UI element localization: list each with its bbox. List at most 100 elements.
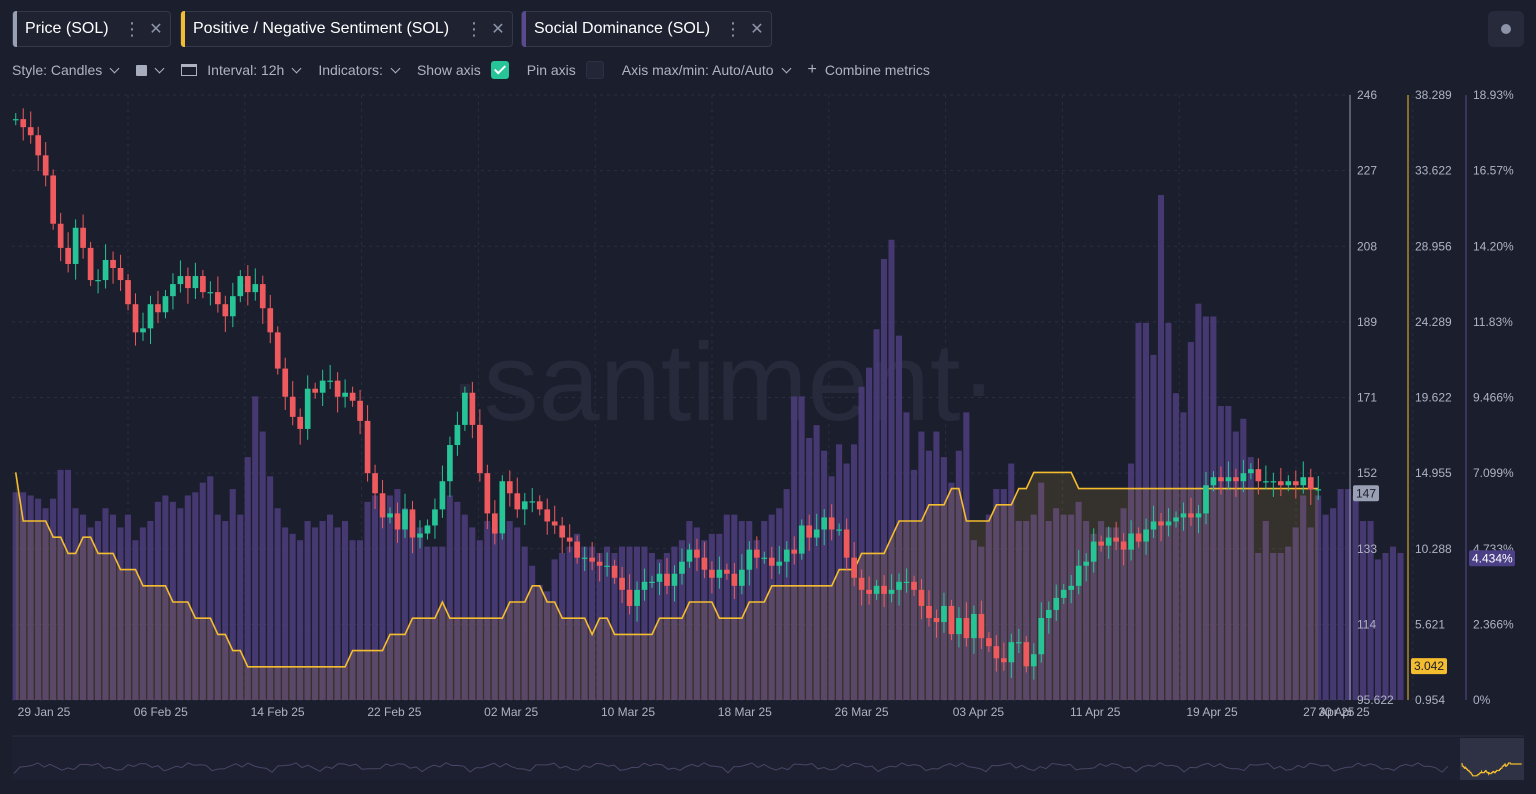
x-tick-label: 11 Apr 25 xyxy=(1070,705,1121,719)
indicators-label: Indicators: xyxy=(318,62,383,78)
combine-metrics-button[interactable]: + Combine metrics xyxy=(808,61,930,79)
sentiment-area xyxy=(15,472,1319,700)
candle-body xyxy=(102,259,109,281)
candle-body xyxy=(1023,642,1030,667)
candle-body xyxy=(1038,618,1045,655)
candle-body xyxy=(656,573,663,582)
dominance-bar xyxy=(1195,303,1202,700)
dominance-bar xyxy=(738,521,745,700)
price-current-badge-bg xyxy=(1353,485,1379,502)
candle-body xyxy=(709,569,715,578)
candle-body xyxy=(716,569,723,578)
show-axis-toggle[interactable]: Show axis xyxy=(417,61,509,79)
interval-dropdown[interactable]: Interval: 12h xyxy=(181,62,302,78)
tab-label: Price (SOL) xyxy=(25,20,109,37)
candle-body xyxy=(1060,589,1067,598)
candle-body xyxy=(903,581,910,584)
candle-body xyxy=(140,328,146,333)
more-icon[interactable]: ⋮ xyxy=(724,18,742,39)
dominance-bar xyxy=(57,469,64,700)
candle-body xyxy=(289,396,296,417)
settings-button[interactable] xyxy=(1488,11,1524,47)
color-dropdown[interactable] xyxy=(136,63,165,76)
candle-body xyxy=(349,392,356,401)
dominance-bar xyxy=(701,540,708,700)
candle-body xyxy=(1113,537,1119,542)
dominance-bar xyxy=(1270,552,1277,700)
candle-body xyxy=(1105,537,1112,546)
dominance-bar xyxy=(761,521,768,700)
more-icon[interactable]: ⋮ xyxy=(465,18,483,39)
candle-body xyxy=(753,549,760,558)
dominance-bar xyxy=(776,508,783,700)
dominance-tick-label: 18.93% xyxy=(1473,88,1514,102)
candle-body xyxy=(1150,521,1157,530)
close-icon[interactable]: ✕ xyxy=(149,21,163,38)
watermark: ·santiment· xyxy=(447,321,997,444)
candle-body xyxy=(162,296,169,313)
chart-toolbar: Style: Candles Interval: 12h Indicators:… xyxy=(12,58,948,82)
candle-body xyxy=(761,557,768,559)
checkbox-checked-icon[interactable] xyxy=(490,61,509,79)
tab-color-bar xyxy=(181,11,185,47)
tab-price[interactable]: Price (SOL) ⋮ ✕ xyxy=(12,11,171,47)
candle-body xyxy=(357,400,363,421)
axis-maxmin-dropdown[interactable]: Axis max/min: Auto/Auto xyxy=(622,62,791,78)
indicators-dropdown[interactable]: Indicators: xyxy=(318,62,401,78)
dominance-tick-label: 16.57% xyxy=(1473,164,1514,178)
dominance-bar xyxy=(873,329,880,700)
sentiment-series xyxy=(14,471,1319,700)
tab-label: Social Dominance (SOL) xyxy=(534,20,711,37)
dominance-bar xyxy=(693,527,700,700)
dominance-bar xyxy=(229,489,236,700)
close-icon[interactable]: ✕ xyxy=(491,21,505,38)
price-tick-label: 189 xyxy=(1357,315,1377,329)
sentiment-tick-label: 10.288 xyxy=(1415,542,1452,556)
tab-social-dominance[interactable]: Social Dominance (SOL) ⋮ ✕ xyxy=(521,11,772,47)
candle-body xyxy=(447,445,453,482)
dominance-bar xyxy=(1090,533,1097,700)
style-dropdown[interactable]: Style: Candles xyxy=(12,62,120,78)
candle-body xyxy=(1120,541,1127,550)
candle-body xyxy=(87,247,94,281)
candle-body xyxy=(1158,521,1164,526)
dominance-bar xyxy=(1262,521,1269,700)
dominance-bar xyxy=(1120,508,1127,700)
tab-sentiment[interactable]: Positive / Negative Sentiment (SOL) ⋮ ✕ xyxy=(180,11,513,47)
dominance-bar xyxy=(65,469,72,700)
close-icon[interactable]: ✕ xyxy=(750,21,764,38)
candle-body xyxy=(65,247,71,264)
checkbox-empty-icon[interactable] xyxy=(585,61,604,79)
candle-body xyxy=(207,292,214,294)
x-tick-label: 02 Mar 25 xyxy=(484,705,538,719)
dominance-bar xyxy=(1210,316,1217,700)
dominance-bar xyxy=(626,546,633,700)
candle-body xyxy=(701,557,708,570)
pin-axis-toggle[interactable]: Pin axis xyxy=(527,61,604,79)
dominance-bar xyxy=(1217,405,1224,700)
dominance-bar xyxy=(484,521,491,700)
candle-body xyxy=(813,529,820,538)
navigator[interactable] xyxy=(12,735,1524,780)
candle-body xyxy=(1135,533,1142,542)
dominance-bar xyxy=(319,521,326,700)
dominance-bar xyxy=(356,540,364,700)
candle-body xyxy=(1128,533,1134,550)
dominance-bar xyxy=(334,527,341,700)
candle-body xyxy=(1285,481,1292,486)
dominance-bar xyxy=(514,527,521,700)
candle-body xyxy=(469,392,476,425)
candle-body xyxy=(941,605,947,623)
candle-body xyxy=(1195,513,1202,518)
dominance-bar xyxy=(918,431,925,700)
interval-label: Interval: 12h xyxy=(207,62,285,78)
candle-body xyxy=(1068,585,1075,590)
candle-body xyxy=(1180,513,1187,518)
dominance-bar xyxy=(139,527,146,700)
sentiment-current-badge: 3.042 xyxy=(1411,658,1447,675)
more-icon[interactable]: ⋮ xyxy=(123,18,141,39)
dot-icon xyxy=(1501,24,1511,34)
dominance-bar xyxy=(267,476,274,700)
candle-body xyxy=(312,388,319,393)
